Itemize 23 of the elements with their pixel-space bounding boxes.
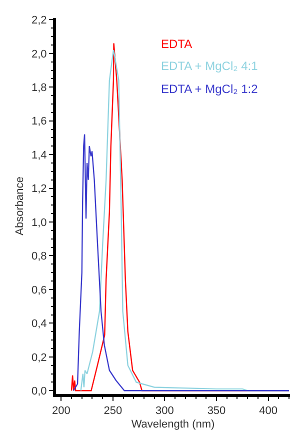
- y-tick-label: 1,0: [32, 216, 47, 229]
- x-tick-label: 300: [156, 405, 174, 418]
- text: EDTA + MgCl₂ 4:1: [161, 59, 258, 73]
- y-tick-label: 0,0: [32, 385, 47, 398]
- y-tick-label: 0,4: [32, 318, 47, 330]
- y-tick-label: 0,2: [32, 352, 47, 364]
- y-tick-label: 2,0: [32, 48, 47, 60]
- text: EDTA + MgCl₂ 1:2: [161, 82, 258, 96]
- y-tick-label: 0,6: [32, 284, 47, 296]
- x-axis-title: Wavelength (nm): [131, 418, 215, 430]
- x-tick-label: 400: [259, 405, 278, 418]
- y-tick-label: 1,6: [32, 116, 47, 128]
- text: EDTA: [161, 37, 192, 51]
- y-tick-label: 1,4: [32, 149, 47, 162]
- x-tick-label: 250: [104, 405, 122, 418]
- y-tick-label: 0,8: [32, 250, 47, 263]
- line-series: [73, 134, 290, 392]
- y-axis-title: Absorbance: [14, 176, 26, 236]
- y-tick-label: 2,2: [32, 14, 47, 27]
- y-tick-label: 1,8: [32, 82, 47, 94]
- x-tick-label: 350: [207, 405, 226, 418]
- y-tick-label: 1,2: [32, 183, 47, 196]
- x-tick-label: 200: [52, 405, 70, 418]
